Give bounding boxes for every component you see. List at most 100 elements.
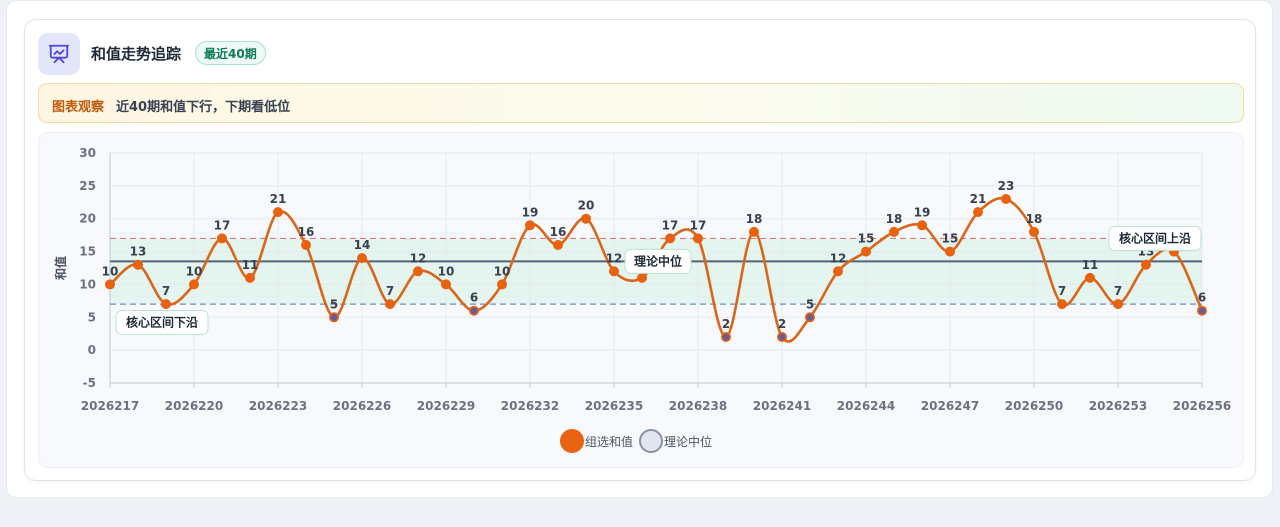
x-tick-label: 2026220 <box>165 399 223 413</box>
data-label: 7 <box>1058 284 1066 298</box>
annotation-lower-text: 核心区间下沿 <box>126 315 198 330</box>
data-label: 21 <box>270 192 287 206</box>
data-label: 17 <box>214 218 231 232</box>
data-label: 10 <box>186 264 203 278</box>
x-tick-label: 2026253 <box>1089 399 1147 413</box>
data-label: 16 <box>298 225 315 239</box>
annotation-upper-box <box>1108 225 1202 251</box>
data-point <box>832 266 843 277</box>
data-label: 6 <box>1198 291 1206 305</box>
data-point <box>580 213 591 224</box>
data-point <box>189 279 200 290</box>
period-badge: 最近40期 <box>195 41 266 65</box>
x-tick-label: 2026235 <box>585 399 643 413</box>
data-point <box>972 207 983 218</box>
observation-banner: 图表观察 近40期和值下行，下期看低位 <box>38 83 1244 123</box>
legend-label-sum: 组选和值 <box>585 434 634 449</box>
data-point <box>916 220 927 231</box>
x-tick-label: 2026226 <box>333 399 391 413</box>
observation-label: 图表观察 <box>52 100 105 115</box>
data-label: 17 <box>662 218 679 232</box>
data-label: 12 <box>410 251 427 265</box>
data-point <box>608 266 619 277</box>
sum-series-line <box>109 196 1204 343</box>
data-label: 18 <box>886 212 903 226</box>
data-label: 23 <box>998 179 1015 193</box>
data-label: 2 <box>722 317 730 331</box>
data-point <box>273 207 284 218</box>
annotation-median: 理论中位 <box>624 248 692 274</box>
data-point <box>412 266 423 277</box>
data-point <box>552 240 563 251</box>
data-point <box>888 226 899 237</box>
data-label: 11 <box>242 258 259 272</box>
x-tick-label: 2026244 <box>837 399 895 413</box>
data-point <box>776 332 787 343</box>
y-tick-label: 10 <box>79 277 96 291</box>
data-point <box>328 312 339 323</box>
data-point <box>496 279 507 290</box>
data-label: 7 <box>386 284 394 298</box>
annotation-median-box <box>624 248 692 274</box>
legend-label-median: 理论中位 <box>664 434 713 449</box>
data-point <box>804 312 815 323</box>
data-label: 17 <box>690 218 707 232</box>
x-tick-label: 2026238 <box>669 399 727 413</box>
legend-swatch-sum <box>560 429 584 453</box>
card-title: 和值走势追踪 <box>91 45 182 63</box>
x-tick-label: 2026241 <box>753 399 811 413</box>
x-tick-label: 2026223 <box>249 399 307 413</box>
data-label: 5 <box>806 297 814 311</box>
y-axis-label: 和值 <box>53 256 68 281</box>
data-point <box>300 240 311 251</box>
data-point <box>133 259 144 270</box>
data-point <box>748 226 759 237</box>
data-label: 18 <box>746 212 763 226</box>
data-point <box>356 253 367 264</box>
legend-swatch-median <box>639 429 663 453</box>
data-label: 10 <box>438 264 455 278</box>
data-point <box>161 299 172 310</box>
data-label: 13 <box>130 245 147 259</box>
y-tick-label: 15 <box>79 245 96 259</box>
legend-item-median[interactable]: 理论中位 <box>639 429 712 453</box>
data-point <box>692 233 703 244</box>
data-point <box>217 233 228 244</box>
data-label: 18 <box>1026 212 1043 226</box>
legend-item-sum[interactable]: 组选和值 <box>560 429 633 453</box>
data-point <box>105 279 116 290</box>
data-point <box>1141 259 1152 270</box>
data-label: 6 <box>470 291 478 305</box>
data-label: 11 <box>1082 258 1099 272</box>
data-point <box>860 246 871 257</box>
x-tick-label: 2026250 <box>1005 399 1063 413</box>
annotation-median-text: 理论中位 <box>634 253 682 268</box>
data-label: 7 <box>1114 284 1122 298</box>
chart-presentation-icon <box>38 33 80 75</box>
y-tick-label: 25 <box>79 179 96 193</box>
x-tick-label: 2026229 <box>417 399 475 413</box>
data-label: 19 <box>914 205 931 219</box>
data-label: 14 <box>354 238 371 252</box>
y-tick-label: 30 <box>79 146 96 160</box>
data-label: 7 <box>162 284 170 298</box>
x-tick-label: 2026232 <box>501 399 559 413</box>
data-label: 19 <box>522 205 539 219</box>
data-point <box>1085 272 1096 283</box>
data-point <box>245 272 256 283</box>
data-label: 10 <box>102 264 119 278</box>
observation-text: 近40期和值下行，下期看低位 <box>116 100 291 115</box>
annotation-lower: 核心区间下沿 <box>115 310 209 336</box>
x-tick-label: 2026217 <box>81 399 139 413</box>
data-label: 16 <box>550 225 567 239</box>
data-point <box>1028 226 1039 237</box>
annotation-lower-box <box>115 310 209 336</box>
data-label: 20 <box>578 199 595 213</box>
data-point <box>524 220 535 231</box>
sum-trend-card: 和值走势追踪 最近40期 图表观察 近40期和值下行，下期看低位 -5 0 5 10 1… <box>24 19 1256 481</box>
data-point <box>468 305 479 316</box>
data-label: 15 <box>858 232 875 246</box>
data-point <box>636 272 647 283</box>
data-point <box>1000 193 1011 204</box>
